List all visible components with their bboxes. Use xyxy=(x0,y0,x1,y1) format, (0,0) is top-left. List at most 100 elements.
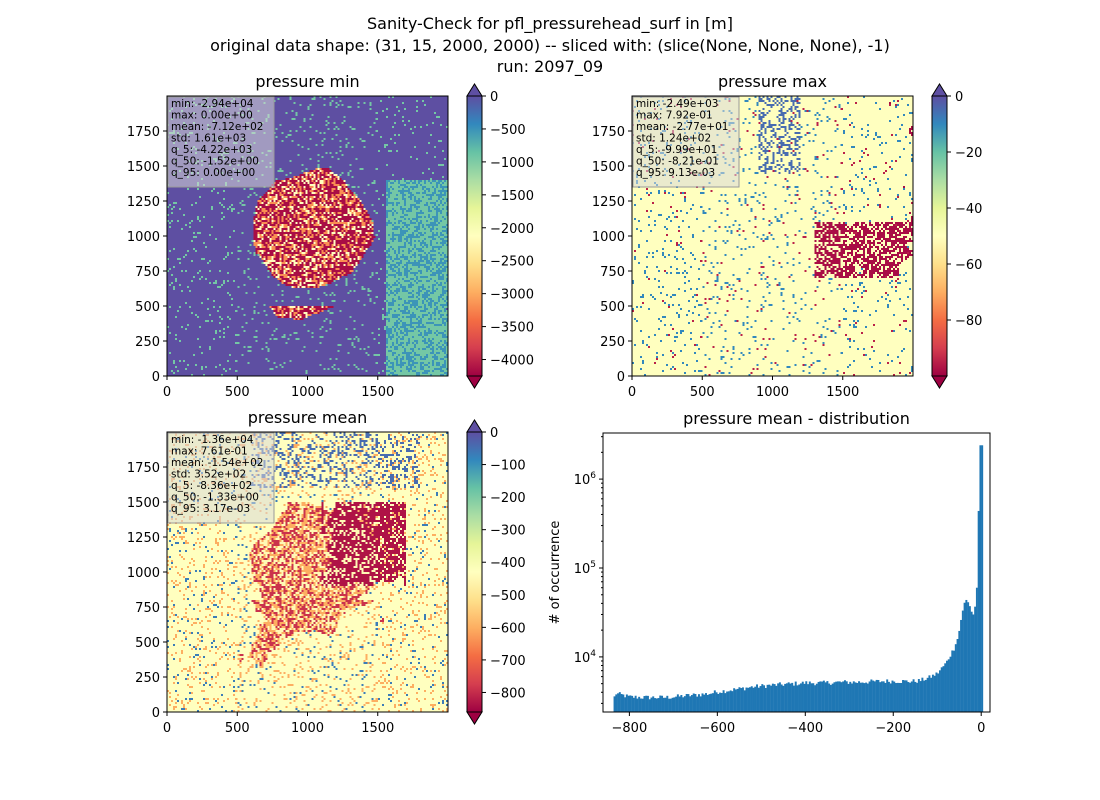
histogram-bar xyxy=(773,684,776,712)
x-tick-label: 0 xyxy=(977,721,985,736)
colorbar-tick-label: −80 xyxy=(955,314,982,329)
stats-line: max: 7.92e-01 xyxy=(636,110,713,122)
y-tick-label: 1250 xyxy=(127,531,160,546)
heatmap-panel-3: pressure mean 0 500 1000 1500 0 250 500 750 1000 1… xyxy=(127,408,526,736)
histogram-bar xyxy=(902,680,905,712)
histogram-bar xyxy=(680,695,683,712)
histogram-bar xyxy=(873,681,876,712)
figure-title-line-3: run: 2097_09 xyxy=(497,57,603,77)
histogram-bar xyxy=(673,697,676,712)
colorbar-tick-label: −60 xyxy=(955,258,982,273)
stats-line: q_95: 9.13e-03 xyxy=(636,167,715,179)
histogram-bar xyxy=(953,650,956,712)
histogram-bar xyxy=(940,667,943,712)
histogram-bar xyxy=(956,639,959,712)
histogram-bar xyxy=(659,695,662,712)
histogram-bar xyxy=(916,682,919,712)
histogram-bar xyxy=(715,692,718,712)
figure-title-line-2: original data shape: (31, 15, 2000, 2000… xyxy=(210,36,890,55)
histogram-bar xyxy=(851,683,853,712)
colorbar-tick-label: −40 xyxy=(955,202,982,217)
stats-line: q_5: -9.99e+01 xyxy=(636,144,717,156)
y-axis-label: # of occurrence xyxy=(548,521,563,625)
histogram-bar xyxy=(768,684,771,712)
histogram-bar xyxy=(650,697,653,712)
colorbar-tick-label: −3500 xyxy=(490,321,534,336)
histogram-bar xyxy=(859,682,862,712)
histogram-bar xyxy=(712,693,715,712)
y-tick-label: 1000 xyxy=(127,566,160,581)
x-tick-label: −800 xyxy=(612,721,648,736)
x-tick-label: −200 xyxy=(875,721,911,736)
x-tick-label: 500 xyxy=(225,721,250,736)
histogram-bar xyxy=(856,682,859,712)
x-tick-label: −600 xyxy=(699,721,735,736)
histogram-bar xyxy=(759,686,762,712)
colorbar-tick-label: −600 xyxy=(490,621,526,636)
histogram-bar xyxy=(858,681,861,712)
histogram-bar xyxy=(775,685,778,712)
stats-line: q_50: -1.33e+00 xyxy=(171,492,259,504)
x-tick-label: 500 xyxy=(225,385,250,400)
histogram-bar xyxy=(745,687,748,712)
x-tick-label: 0 xyxy=(628,385,636,400)
colorbar-extend-min xyxy=(466,711,483,725)
histogram-bar xyxy=(879,682,882,712)
axes-frame xyxy=(602,432,991,713)
histogram-bar xyxy=(919,681,922,712)
histogram-bar xyxy=(750,686,753,712)
histogram-bar xyxy=(900,682,903,712)
x-tick-label: 1000 xyxy=(291,721,324,736)
y-tick-label: 750 xyxy=(135,265,160,280)
histogram-bar xyxy=(865,682,868,712)
histogram-bar xyxy=(666,695,669,712)
stats-line: mean: -2.77e+01 xyxy=(636,121,728,133)
histogram-bar xyxy=(951,650,954,712)
colorbar-tick-label: −1000 xyxy=(490,156,534,171)
histogram-bar xyxy=(785,683,788,712)
histogram-bar xyxy=(792,685,795,712)
histogram-bar xyxy=(805,681,808,712)
histogram-bar xyxy=(970,611,973,712)
stats-line: std: 1.61e+03 xyxy=(171,133,246,145)
stats-line: min: -1.36e+04 xyxy=(171,434,254,446)
histogram-bar xyxy=(625,694,628,712)
histogram-bar xyxy=(828,683,831,712)
y-tick-label: 105 xyxy=(574,560,596,577)
histogram-bar xyxy=(905,680,908,712)
colorbar-tick-label: −300 xyxy=(490,524,526,539)
panel-title: pressure min xyxy=(255,72,359,91)
histogram-bar xyxy=(895,683,897,712)
histogram-bar xyxy=(880,681,883,712)
histogram-bar xyxy=(849,681,852,712)
histogram-bar xyxy=(648,699,651,712)
histogram-bar xyxy=(822,680,825,712)
stats-line: std: 1.24e+02 xyxy=(636,133,711,145)
histogram-bar xyxy=(675,696,678,712)
colorbar-tick-label: −2000 xyxy=(490,222,534,237)
histogram-bar xyxy=(720,692,723,712)
histogram-bar xyxy=(923,680,926,712)
histogram-bar xyxy=(726,691,729,712)
histogram-bar xyxy=(968,606,971,712)
histogram-bar xyxy=(618,692,621,712)
histogram-bar xyxy=(898,682,901,712)
histogram-bar xyxy=(917,679,920,712)
histogram-bar xyxy=(780,684,783,712)
y-tick-label: 250 xyxy=(135,671,160,686)
colorbar xyxy=(466,95,483,377)
histogram-bar xyxy=(808,681,811,712)
histogram-bar xyxy=(689,696,692,712)
colorbar-extend-max xyxy=(466,83,483,97)
histogram-bar xyxy=(634,695,637,712)
histogram-bar xyxy=(933,675,936,712)
y-tick-label: 1500 xyxy=(592,160,625,175)
histogram-bar xyxy=(944,663,947,712)
colorbar-extend-max xyxy=(931,83,948,97)
stats-line: std: 3.52e+02 xyxy=(171,469,246,481)
histogram-bar xyxy=(734,689,737,712)
histogram-bar xyxy=(938,670,941,712)
histogram-bar xyxy=(975,587,978,712)
histogram-bar xyxy=(757,687,760,712)
histogram-bar xyxy=(782,685,785,712)
